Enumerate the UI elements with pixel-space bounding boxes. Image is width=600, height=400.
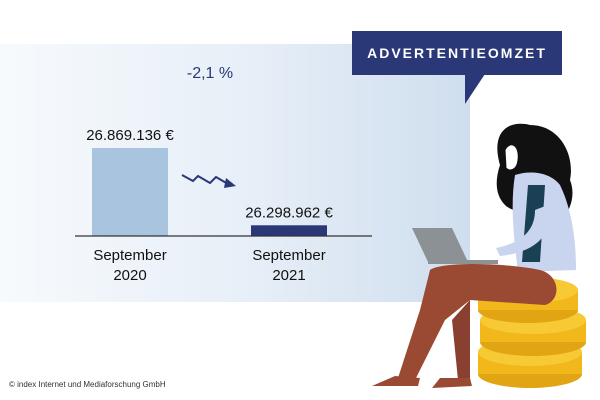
bar-2: [251, 225, 327, 236]
revenue-badge: ADVERTENTIEOMZET: [352, 31, 562, 75]
value-label-1: 26.869.136 €: [86, 127, 174, 144]
value-label-2: 26.298.962 €: [245, 204, 333, 221]
bar-1: [92, 148, 168, 236]
badge-tail: [465, 74, 485, 104]
copyright-footer: © index Internet und Mediaforschung GmbH: [9, 380, 166, 389]
badge-label: ADVERTENTIEOMZET: [367, 45, 547, 61]
category-label-2-line-2: 2021: [272, 267, 305, 284]
trend-down-arrow-icon: [181, 174, 236, 188]
category-label-1-line-1: September: [93, 247, 166, 264]
chart-background-panel: [0, 44, 470, 302]
category-label-1-line-2: 2020: [113, 267, 146, 284]
category-label-2-line-1: September: [252, 247, 325, 264]
change-percentage: -2,1 %: [186, 65, 234, 82]
woman-with-laptop-illustration: [372, 123, 576, 388]
